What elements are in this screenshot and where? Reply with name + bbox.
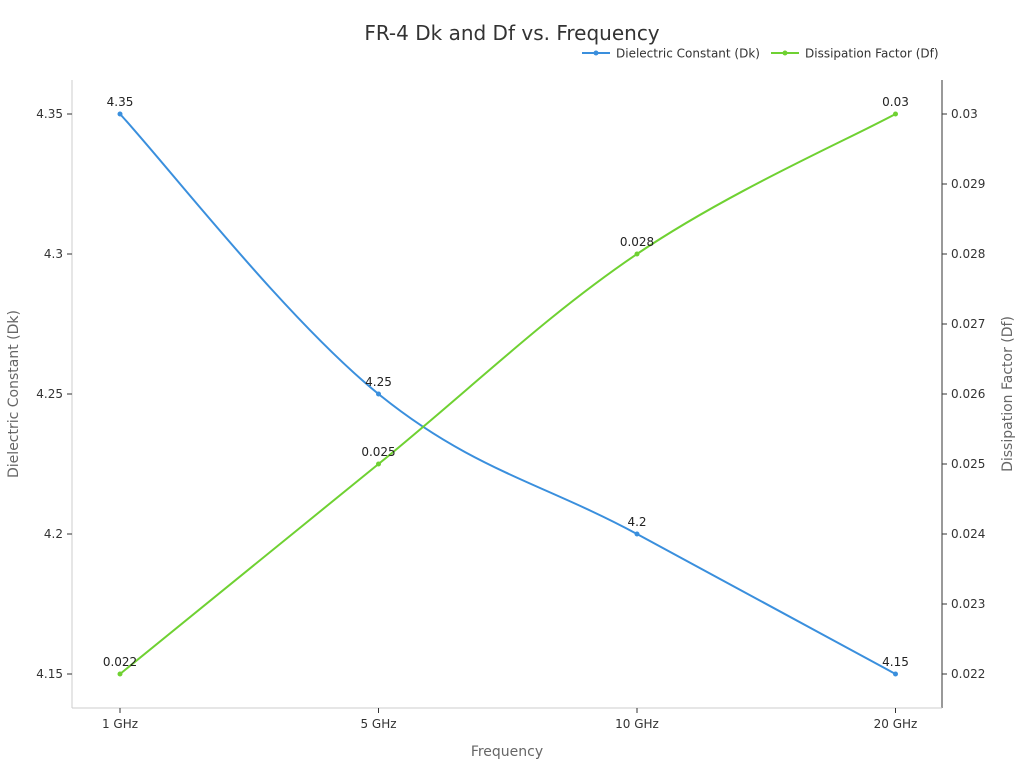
series-df-data-label: 0.028 (620, 235, 654, 249)
series-dk-point (117, 111, 123, 117)
x-tick-label: 10 GHz (615, 717, 659, 731)
right-tick-label: 0.028 (951, 247, 985, 261)
left-tick-label: 4.2 (44, 527, 63, 541)
legend-df-swatch-marker (782, 50, 788, 56)
right-tick-label: 0.023 (951, 597, 985, 611)
right-axis-label: Dissipation Factor (Df) (1000, 316, 1016, 472)
right-tick-label: 0.024 (951, 527, 985, 541)
x-axis-ticks: 1 GHz 5 GHz 10 GHz 20 GHz (102, 708, 917, 731)
left-tick-label: 4.15 (36, 667, 63, 681)
series-df-point (893, 111, 898, 117)
series-dk-point (893, 671, 898, 677)
series-df-data-label: 0.025 (361, 445, 395, 459)
x-tick-label: 1 GHz (102, 717, 138, 731)
left-tick-label: 4.25 (36, 387, 63, 401)
legend-dk-label: Dielectric Constant (Dk) (616, 47, 760, 61)
x-axis-label: Frequency (471, 744, 543, 760)
series-df-data-label: 0.022 (103, 655, 137, 669)
right-axis-ticks: 0.022 0.023 0.024 0.025 0.026 0.027 0.028 0.029… (942, 107, 985, 681)
right-tick-label: 0.025 (951, 457, 985, 471)
x-tick-label: 20 GHz (874, 717, 918, 731)
series-df-point (117, 671, 123, 677)
series-df-data-label: 0.03 (882, 95, 909, 109)
right-tick-label: 0.03 (951, 107, 978, 121)
series-dk-data-label: 4.35 (107, 95, 134, 109)
left-tick-label: 4.35 (36, 107, 63, 121)
x-tick-label: 5 GHz (360, 717, 396, 731)
legend-item-df[interactable]: Dissipation Factor (Df) (771, 47, 939, 61)
series-df-point (376, 461, 381, 467)
legend-df-label: Dissipation Factor (Df) (805, 47, 939, 61)
series-dk-line (119, 113, 896, 675)
right-tick-label: 0.027 (951, 317, 985, 331)
series-df-point (634, 251, 640, 257)
series-dk-point (634, 531, 640, 537)
legend: Dielectric Constant (Dk) Dissipation Fac… (582, 47, 939, 61)
series-dk-point (376, 391, 381, 397)
left-axis-label: Dielectric Constant (Dk) (6, 310, 22, 478)
series-dk-data-label: 4.15 (882, 655, 909, 669)
legend-item-dk[interactable]: Dielectric Constant (Dk) (582, 47, 760, 61)
series-dk-data-label: 4.25 (365, 375, 392, 389)
series-layer: 4.35 4.25 4.2 4.15 0.022 0.025 0.028 0.03 (103, 95, 909, 677)
legend-dk-swatch-marker (593, 50, 599, 56)
right-tick-label: 0.026 (951, 387, 985, 401)
plot-area: 4.154.24.254.34.35 0.0220.0230.0240.0250… (36, 80, 985, 731)
right-tick-label: 0.029 (951, 177, 985, 191)
left-tick-label: 4.3 (44, 247, 63, 261)
right-tick-label: 0.022 (951, 667, 985, 681)
series-df-line (119, 113, 896, 675)
chart-title: FR-4 Dk and Df vs. Frequency (364, 21, 659, 45)
series-dk-data-label: 4.2 (627, 515, 646, 529)
left-axis-ticks: 4.15 4.2 4.25 4.3 4.35 (36, 107, 72, 681)
